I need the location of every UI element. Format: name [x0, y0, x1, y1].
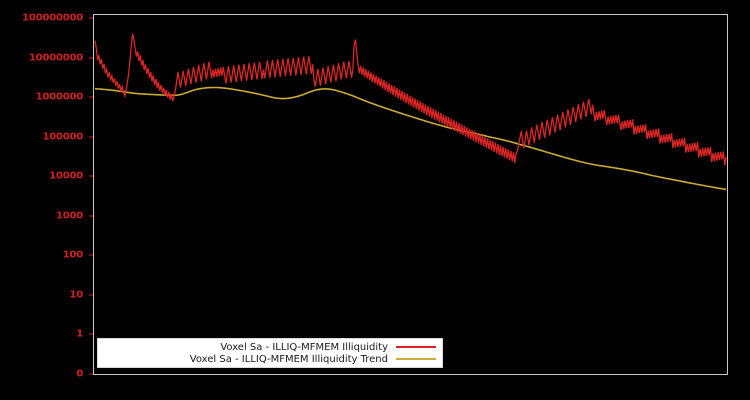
y-tick-label: 1 — [76, 328, 83, 340]
series-svg — [94, 15, 727, 374]
y-axis: 100000000 10000000 1000000 100000 10000 1000 1… — [0, 0, 93, 400]
y-tick-mark — [89, 215, 93, 217]
y-tick-mark — [89, 373, 93, 375]
y-tick-label: 0 — [76, 368, 83, 380]
legend-item-label: Voxel Sa - ILLIQ-MFMEM Illiquidity — [220, 341, 388, 353]
series-line — [95, 34, 726, 166]
y-tick-label: 1000 — [55, 210, 83, 222]
legend-item-label: Voxel Sa - ILLIQ-MFMEM Illiquidity Trend — [189, 353, 388, 365]
legend-item[interactable]: Voxel Sa - ILLIQ-MFMEM Illiquidity — [102, 341, 436, 353]
plot-area — [93, 14, 728, 375]
y-tick-mark — [89, 175, 93, 177]
y-tick-mark — [89, 57, 93, 59]
legend-color-swatch — [396, 358, 436, 360]
y-tick-mark — [89, 17, 93, 19]
chart-legend[interactable]: Voxel Sa - ILLIQ-MFMEM Illiquidity Voxel … — [97, 338, 443, 368]
y-tick-label: 1000000 — [35, 91, 84, 103]
y-tick-label: 100000000 — [22, 12, 83, 24]
y-tick-label: 10 — [69, 289, 83, 301]
y-tick-label: 100000 — [42, 131, 83, 143]
y-tick-mark — [89, 254, 93, 256]
y-tick-label: 100 — [62, 249, 83, 261]
y-tick-mark — [89, 136, 93, 138]
y-tick-label: 10000 — [49, 170, 83, 182]
series-line — [95, 87, 726, 189]
legend-item[interactable]: Voxel Sa - ILLIQ-MFMEM Illiquidity Trend — [102, 353, 436, 365]
y-tick-label: 10000000 — [28, 52, 83, 64]
y-tick-mark — [89, 294, 93, 296]
y-tick-mark — [89, 96, 93, 98]
y-tick-mark — [89, 333, 93, 335]
legend-color-swatch — [396, 346, 436, 348]
